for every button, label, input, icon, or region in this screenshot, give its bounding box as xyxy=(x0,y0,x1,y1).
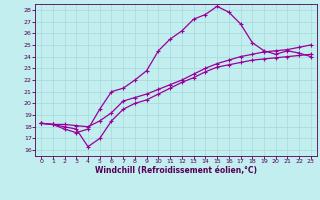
X-axis label: Windchill (Refroidissement éolien,°C): Windchill (Refroidissement éolien,°C) xyxy=(95,166,257,175)
